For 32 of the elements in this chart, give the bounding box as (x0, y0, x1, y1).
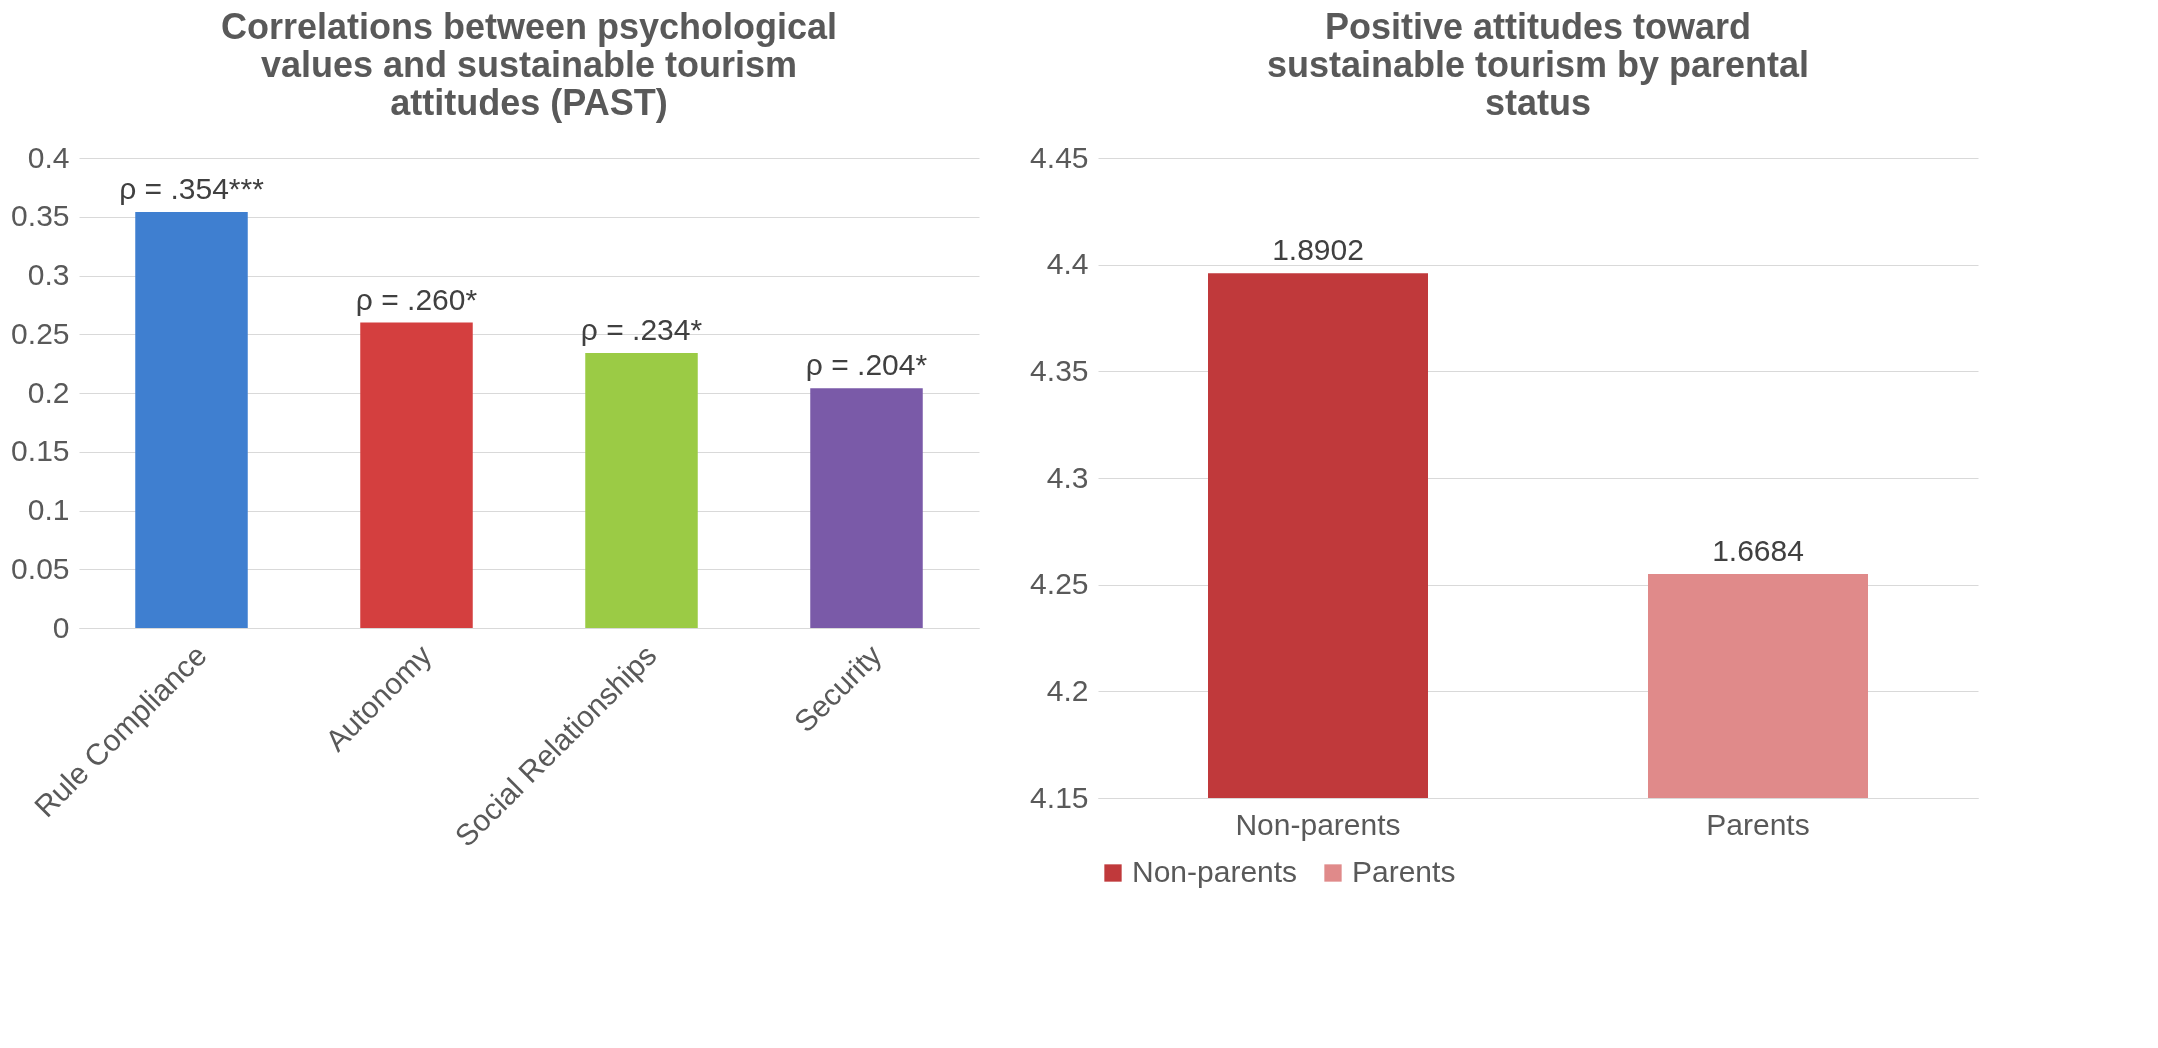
y-tick-label: 4.2 (1046, 673, 1089, 707)
data-label: ρ = .204* (805, 348, 928, 382)
y-tick-label: 0.35 (11, 199, 70, 233)
y-tick-label: 4.15 (1030, 780, 1089, 814)
y-tick-label: 0.1 (27, 493, 70, 526)
annotation: 1.6684 (1712, 534, 1804, 567)
annotation: 1.8902 (1272, 233, 1364, 267)
y-tick-label: 0.25 (11, 316, 70, 350)
y-tick-label: 0.15 (11, 434, 70, 468)
bar (360, 322, 473, 628)
data-label: ρ = .354*** (119, 172, 265, 206)
y-tick-label: 4.45 (1030, 140, 1089, 174)
chart-title: Positive attitudes toward sustainable tourism by parental status (1266, 6, 1810, 123)
y-tick-label: 4.35 (1030, 353, 1089, 387)
bar (585, 353, 698, 628)
y-tick-label: 4.3 (1046, 460, 1089, 494)
y-tick-label: 0.4 (27, 140, 70, 174)
legend-label: Non-parents (1132, 855, 1298, 888)
bar (135, 212, 248, 628)
chart-title: Correlations between psychological values and sustainable tourism attitudes (PAST) (220, 6, 838, 123)
y-tick-label: 0.3 (27, 258, 70, 291)
y-tick-label: 4.25 (1030, 567, 1089, 601)
y-tick-label: 0 (52, 610, 70, 644)
data-label: ρ = .260* (355, 282, 478, 316)
data-label: ρ = .234* (580, 313, 703, 347)
x-tick-label: Non-parents (1235, 807, 1401, 841)
y-tick-label: 0.05 (11, 551, 70, 585)
y-tick-label: 0.2 (27, 375, 70, 409)
y-tick-label: 4.4 (1046, 247, 1089, 281)
bar (810, 388, 923, 628)
legend-label: Parents (1352, 855, 1456, 888)
x-tick-label: Parents (1706, 807, 1810, 841)
